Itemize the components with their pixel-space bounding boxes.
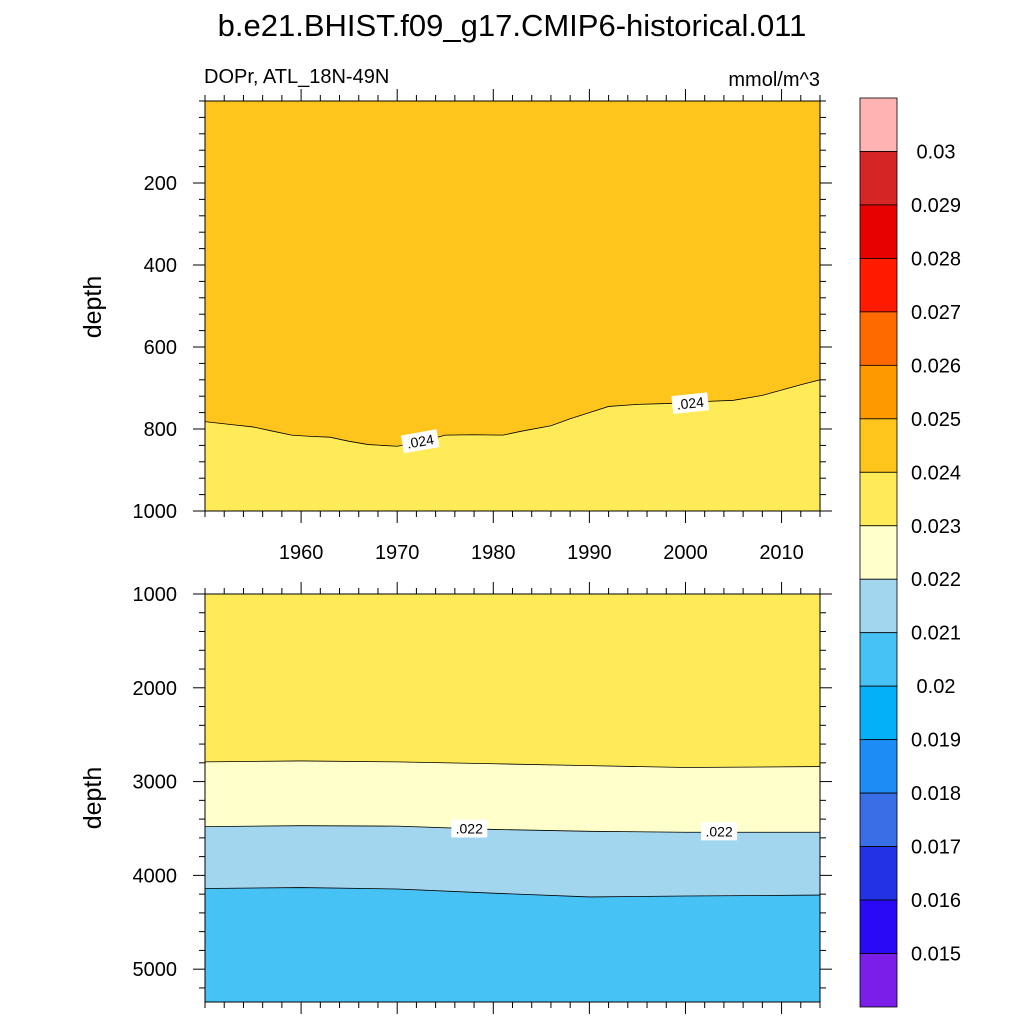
- top-y-tick-label-1000: 1000: [133, 501, 178, 523]
- colorbar-label-0.018: 0.018: [911, 783, 961, 805]
- top-y-tick-label-800: 800: [144, 419, 177, 441]
- colorbar-swatch-8: [859, 525, 898, 580]
- colorbar-label-0.02: 0.02: [917, 676, 956, 698]
- top-contour-panel: .024 .024 1960 1970 1980 1990 2000 2010 200 400 60…: [133, 89, 832, 564]
- colorbar-swatch-9: [859, 471, 898, 527]
- top-y-tick-label-400: 400: [144, 255, 177, 277]
- bottom-y-tick-label-3000: 3000: [133, 772, 178, 794]
- top-contour-label-bg-0: [400, 429, 440, 454]
- colorbar-swatch-2: [859, 846, 898, 901]
- colorbar: 0.015 0.016 0.017 0.018 0.019 0.02 0.021 0.022 0…: [859, 97, 961, 1008]
- colorbar-label-0.03: 0.03: [917, 141, 956, 163]
- top-region-1: [205, 379, 820, 511]
- colorbar-swatch-16: [859, 97, 898, 152]
- bottom-contour-line-1: [205, 825, 820, 833]
- bottom-contour-label-bg-1: [701, 822, 738, 841]
- colorbar-swatch-6: [859, 632, 898, 687]
- top-ylabel: depth: [79, 276, 107, 339]
- bottom-region-2: [205, 825, 820, 897]
- colorbar-label-0.017: 0.017: [911, 837, 961, 859]
- colorbar-label-0.016: 0.016: [911, 890, 961, 912]
- top-contour-label-bg-1: [671, 392, 710, 415]
- colorbar-swatch-11: [859, 364, 898, 420]
- top-x-tick-label-2010: 2010: [759, 542, 804, 564]
- colorbar-swatch-7: [859, 578, 898, 634]
- top-x-tick-label-1960: 1960: [279, 542, 324, 564]
- colorbar-swatch-0: [859, 953, 898, 1008]
- bottom-contour-panel: .022 .022 1000 2000 3000 4000 5000: [133, 582, 832, 1014]
- bottom-region-1: [205, 760, 820, 833]
- top-contour-label-1: .024: [671, 392, 710, 415]
- top-x-tick-label-1970: 1970: [375, 542, 420, 564]
- colorbar-label-0.022: 0.022: [911, 569, 961, 591]
- bottom-y-tick-label-5000: 5000: [133, 959, 178, 981]
- colorbar-label-0.015: 0.015: [911, 944, 961, 966]
- colorbar-label-0.024: 0.024: [911, 462, 961, 484]
- colorbar-label-0.019: 0.019: [911, 730, 961, 752]
- bottom-y-tick-label-2000: 2000: [133, 678, 178, 700]
- top-x-tick-label-1990: 1990: [567, 542, 612, 564]
- colorbar-swatch-12: [859, 311, 898, 366]
- bottom-y-tick-label-4000: 4000: [133, 865, 178, 887]
- bottom-y-tick-label-1000: 1000: [133, 584, 178, 606]
- colorbar-label-0.029: 0.029: [911, 195, 961, 217]
- top-y-tick-label-200: 200: [144, 173, 177, 195]
- bottom-contour-label-0: .022: [451, 819, 488, 838]
- bottom-fill-layer: .022 .022: [205, 594, 820, 1002]
- bottom-contour-label-bg-0: [451, 819, 488, 838]
- top-units-label: mmol/m^3: [728, 69, 820, 91]
- colorbar-swatch-3: [859, 792, 898, 847]
- chart-title: b.e21.BHIST.f09_g17.CMIP6-historical.011: [218, 8, 807, 43]
- bottom-contour-line-2: [205, 887, 820, 898]
- colorbar-label-0.023: 0.023: [911, 516, 961, 538]
- bottom-ylabel: depth: [79, 767, 107, 830]
- bottom-contour-line-0: [205, 760, 820, 768]
- colorbar-swatch-15: [859, 151, 898, 206]
- colorbar-swatch-5: [859, 685, 898, 741]
- top-fill-layer: .024 .024: [205, 101, 820, 511]
- colorbar-label-0.021: 0.021: [911, 623, 961, 645]
- colorbar-label-0.027: 0.027: [911, 302, 961, 324]
- bottom-contour-label-text-1: .022: [705, 823, 732, 839]
- bottom-contour-label-text-0: .022: [456, 820, 483, 836]
- colorbar-label-0.026: 0.026: [911, 355, 961, 377]
- top-contour-label-text-0: .024: [405, 431, 435, 452]
- colorbar-label-0.025: 0.025: [911, 409, 961, 431]
- top-y-tick-label-600: 600: [144, 337, 177, 359]
- bottom-region-0: [205, 594, 820, 768]
- colorbar-swatch-14: [859, 204, 898, 259]
- top-contour-label-0: .024: [400, 429, 440, 454]
- colorbar-label-0.028: 0.028: [911, 248, 961, 270]
- colorbar-swatch-13: [859, 258, 898, 313]
- bottom-region-3: [205, 887, 820, 1002]
- colorbar-swatch-4: [859, 739, 898, 794]
- top-contour-label-text-1: .024: [676, 394, 705, 413]
- colorbar-swatch-10: [859, 418, 898, 473]
- colorbar-swatch-1: [859, 899, 898, 954]
- top-x-tick-label-2000: 2000: [663, 542, 708, 564]
- bottom-contour-label-1: .022: [701, 822, 738, 841]
- top-x-tick-label-1980: 1980: [471, 542, 516, 564]
- top-left-title: DOPr, ATL_18N-49N: [204, 66, 389, 88]
- top-region-0: [205, 101, 820, 447]
